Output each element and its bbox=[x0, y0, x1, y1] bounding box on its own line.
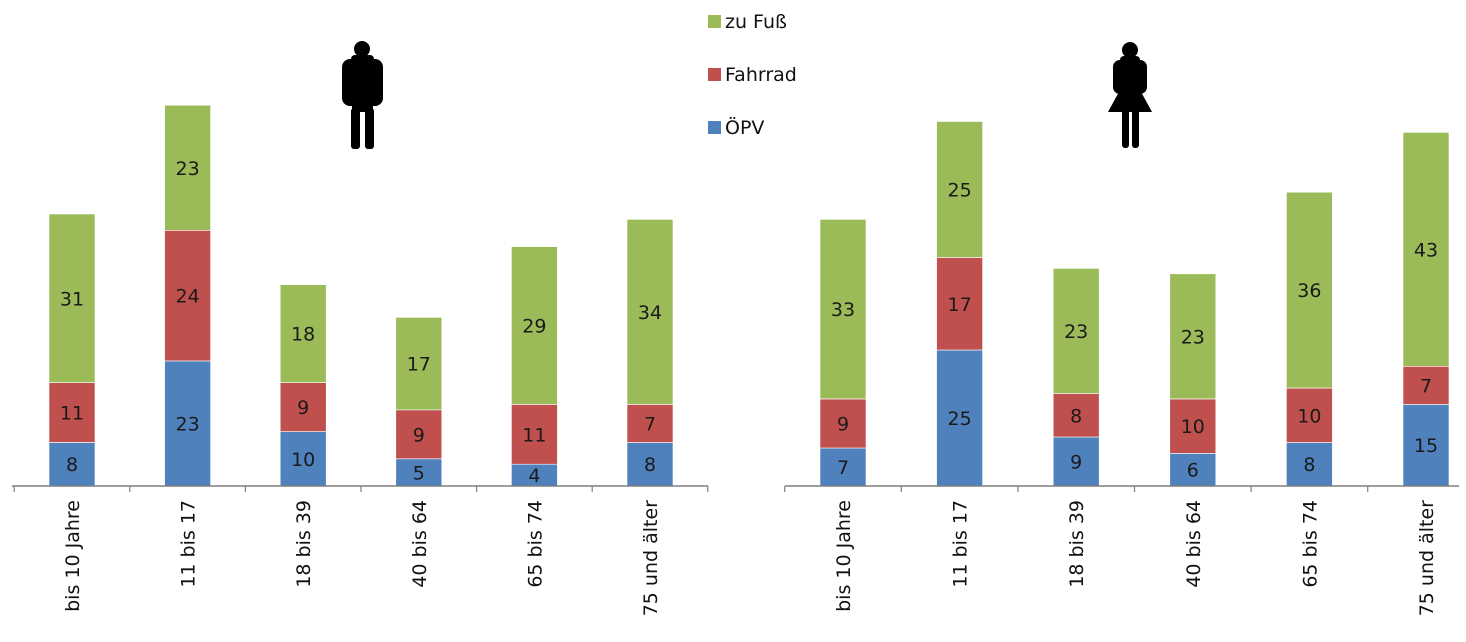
data-label: 25 bbox=[948, 180, 972, 202]
data-label: 24 bbox=[176, 286, 200, 308]
category-tick-label: bis 10 Jahre bbox=[833, 500, 855, 612]
data-label: 4 bbox=[528, 465, 540, 487]
data-label: 8 bbox=[66, 454, 78, 476]
data-label: 6 bbox=[1187, 460, 1199, 482]
data-label: 17 bbox=[407, 354, 431, 376]
category-tick-label: 65 bis 74 bbox=[1299, 500, 1321, 588]
data-label: 7 bbox=[1420, 375, 1432, 397]
legend-item-walk: zu Fuß bbox=[708, 11, 787, 33]
data-label: 8 bbox=[1070, 405, 1082, 427]
legend-label-bike: Fahrrad bbox=[725, 64, 797, 86]
data-label: 11 bbox=[60, 403, 84, 425]
legend-swatch-walk bbox=[708, 15, 721, 28]
data-label: 9 bbox=[413, 424, 425, 446]
data-label: 29 bbox=[522, 316, 546, 338]
category-tick-label: 75 und älter bbox=[640, 500, 662, 616]
data-label: 15 bbox=[1414, 435, 1438, 457]
data-label: 23 bbox=[176, 413, 200, 435]
data-label: 5 bbox=[413, 462, 425, 484]
data-label: 9 bbox=[1070, 452, 1082, 474]
legend-item-bike: Fahrrad bbox=[708, 64, 797, 86]
category-tick-label: 11 bis 17 bbox=[950, 500, 972, 588]
data-label: 33 bbox=[831, 299, 855, 321]
category-tick-label: bis 10 Jahre bbox=[62, 500, 84, 612]
legend-item-transit: ÖPV bbox=[708, 116, 764, 139]
category-tick-label: 40 bis 64 bbox=[1183, 500, 1205, 588]
data-label: 25 bbox=[948, 408, 972, 430]
data-label: 23 bbox=[176, 158, 200, 180]
legend-swatch-transit bbox=[708, 121, 721, 134]
data-label: 9 bbox=[297, 397, 309, 419]
chart-panel-male: 8 11 31 bis 10 Jahre 23 24 23 11 bis 17 10 9 18 18 … bbox=[12, 105, 708, 616]
category-tick-label: 65 bis 74 bbox=[524, 500, 546, 588]
data-label: 31 bbox=[60, 288, 84, 310]
data-label: 43 bbox=[1414, 239, 1438, 261]
female-figure-icon bbox=[1108, 42, 1152, 148]
male-figure-icon bbox=[342, 41, 383, 149]
legend-label-transit: ÖPV bbox=[725, 116, 764, 139]
data-label: 9 bbox=[837, 413, 849, 435]
data-label: 23 bbox=[1064, 321, 1088, 343]
data-label: 36 bbox=[1297, 280, 1321, 302]
chart-panels: 8 11 31 bis 10 Jahre 23 24 23 11 bis 17 10 9 18 18 … bbox=[12, 105, 1466, 616]
data-label: 34 bbox=[638, 302, 662, 324]
legend-label-walk: zu Fuß bbox=[725, 11, 787, 33]
legend: zu Fuß Fahrrad ÖPV bbox=[708, 11, 797, 139]
category-tick-label: 18 bis 39 bbox=[293, 500, 315, 588]
data-label: 11 bbox=[522, 424, 546, 446]
data-label: 10 bbox=[1297, 405, 1321, 427]
data-label: 23 bbox=[1181, 326, 1205, 348]
data-label: 10 bbox=[291, 449, 315, 471]
category-tick-label: 40 bis 64 bbox=[409, 500, 431, 588]
chart-panel-female: 7 9 33 bis 10 Jahre 25 17 25 11 bis 17 9 8 23 18 bi… bbox=[785, 122, 1466, 617]
data-label: 18 bbox=[291, 324, 315, 346]
data-label: 7 bbox=[837, 457, 849, 479]
legend-swatch-bike bbox=[708, 68, 721, 81]
data-label: 17 bbox=[948, 294, 972, 316]
category-tick-label: 18 bis 39 bbox=[1066, 500, 1088, 588]
data-label: 7 bbox=[644, 413, 656, 435]
category-tick-label: 11 bis 17 bbox=[178, 500, 200, 588]
data-label: 10 bbox=[1181, 416, 1205, 438]
data-label: 8 bbox=[1303, 454, 1315, 476]
category-tick-label: 75 und älter bbox=[1416, 500, 1438, 616]
data-label: 8 bbox=[644, 454, 656, 476]
